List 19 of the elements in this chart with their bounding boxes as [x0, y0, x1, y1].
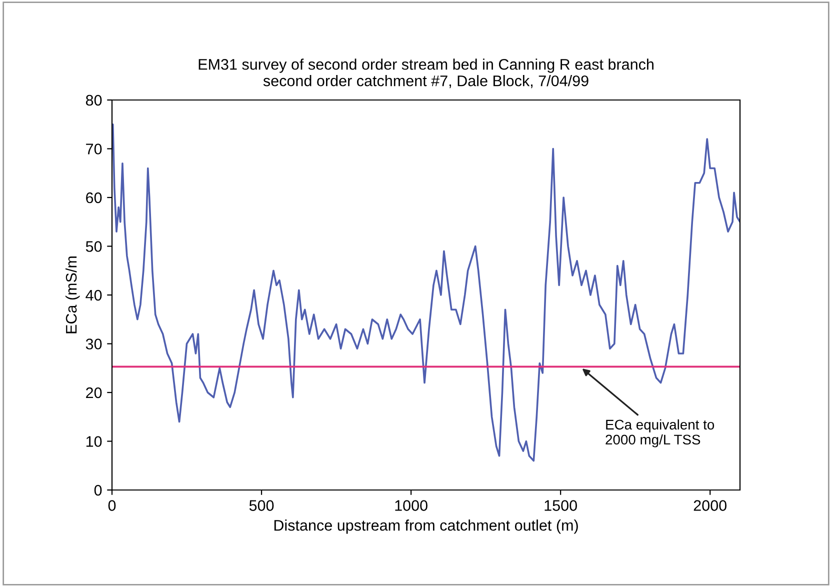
- y-axis-title: ECa (mS/m: [65, 256, 80, 334]
- x-tick-label: 2000: [694, 500, 726, 511]
- y-tick-label: 0: [94, 484, 102, 496]
- x-tick-label: 0: [108, 500, 116, 511]
- y-tick-label: 40: [86, 290, 102, 301]
- y-tick-label: 30: [86, 338, 102, 350]
- x-tick-label: 500: [249, 500, 274, 511]
- y-tick-label: 60: [86, 192, 102, 204]
- chart-title: EM31 survey of second order stream bed in Canning R east branch second order catchment #7, Dale Block, 7/04/99: [198, 58, 654, 88]
- x-tick-label: 1500: [544, 500, 577, 511]
- annotation: ECa equivalent to 2000 mg/L TSS: [606, 419, 714, 448]
- y-tick-label: 20: [86, 387, 102, 398]
- y-tick-label: 50: [86, 241, 102, 252]
- x-axis-title: Distance upstream from catchment outlet (m): [274, 520, 578, 534]
- line-series: [112, 123, 740, 462]
- x-tick-label: 1000: [395, 500, 428, 511]
- y-tick-label: 70: [86, 144, 102, 154]
- y-tick-label: 80: [86, 94, 102, 106]
- y-tick-label: 10: [86, 436, 102, 447]
